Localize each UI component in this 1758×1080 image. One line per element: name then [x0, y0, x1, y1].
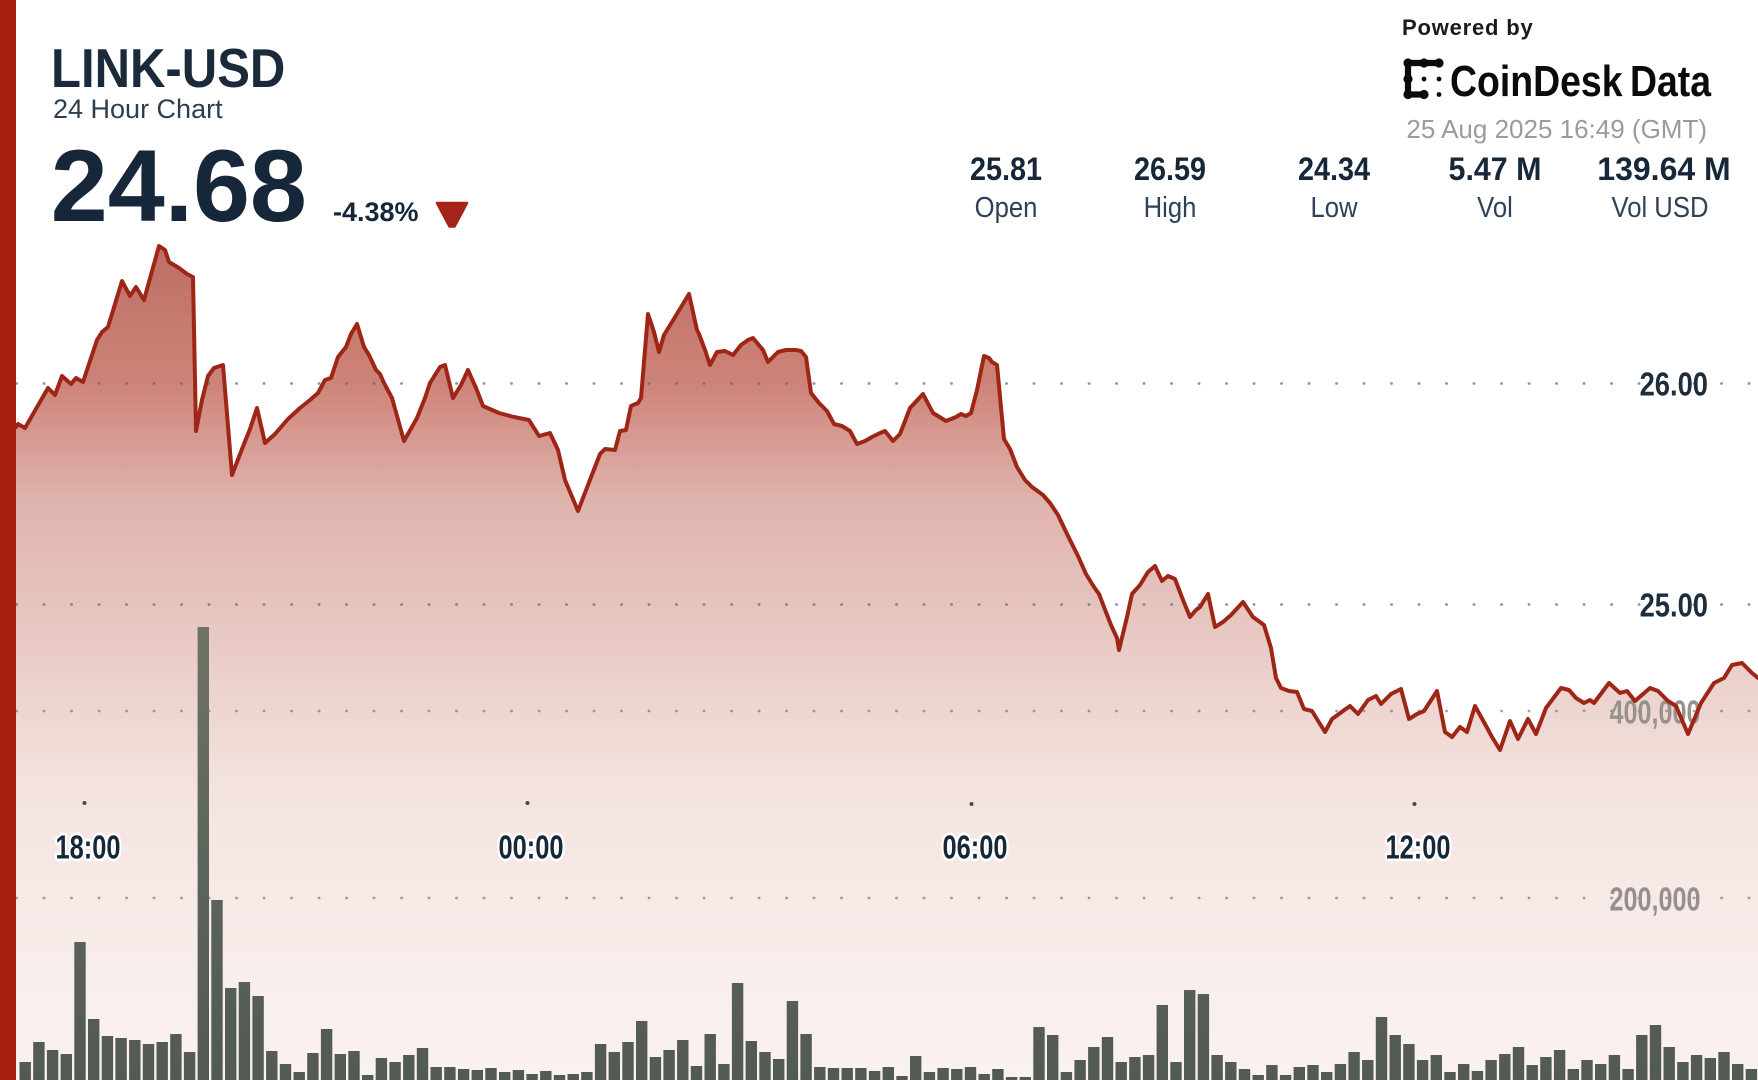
- svg-text:25.00: 25.00: [1640, 587, 1708, 624]
- svg-text:200,000: 200,000: [1610, 880, 1701, 917]
- svg-text:18:00: 18:00: [56, 830, 121, 867]
- svg-text:400,000: 400,000: [1610, 693, 1701, 730]
- svg-text:26.00: 26.00: [1640, 366, 1708, 403]
- svg-text:00:00: 00:00: [499, 830, 564, 867]
- svg-text:12:00: 12:00: [1386, 830, 1451, 867]
- svg-text:06:00: 06:00: [943, 830, 1008, 867]
